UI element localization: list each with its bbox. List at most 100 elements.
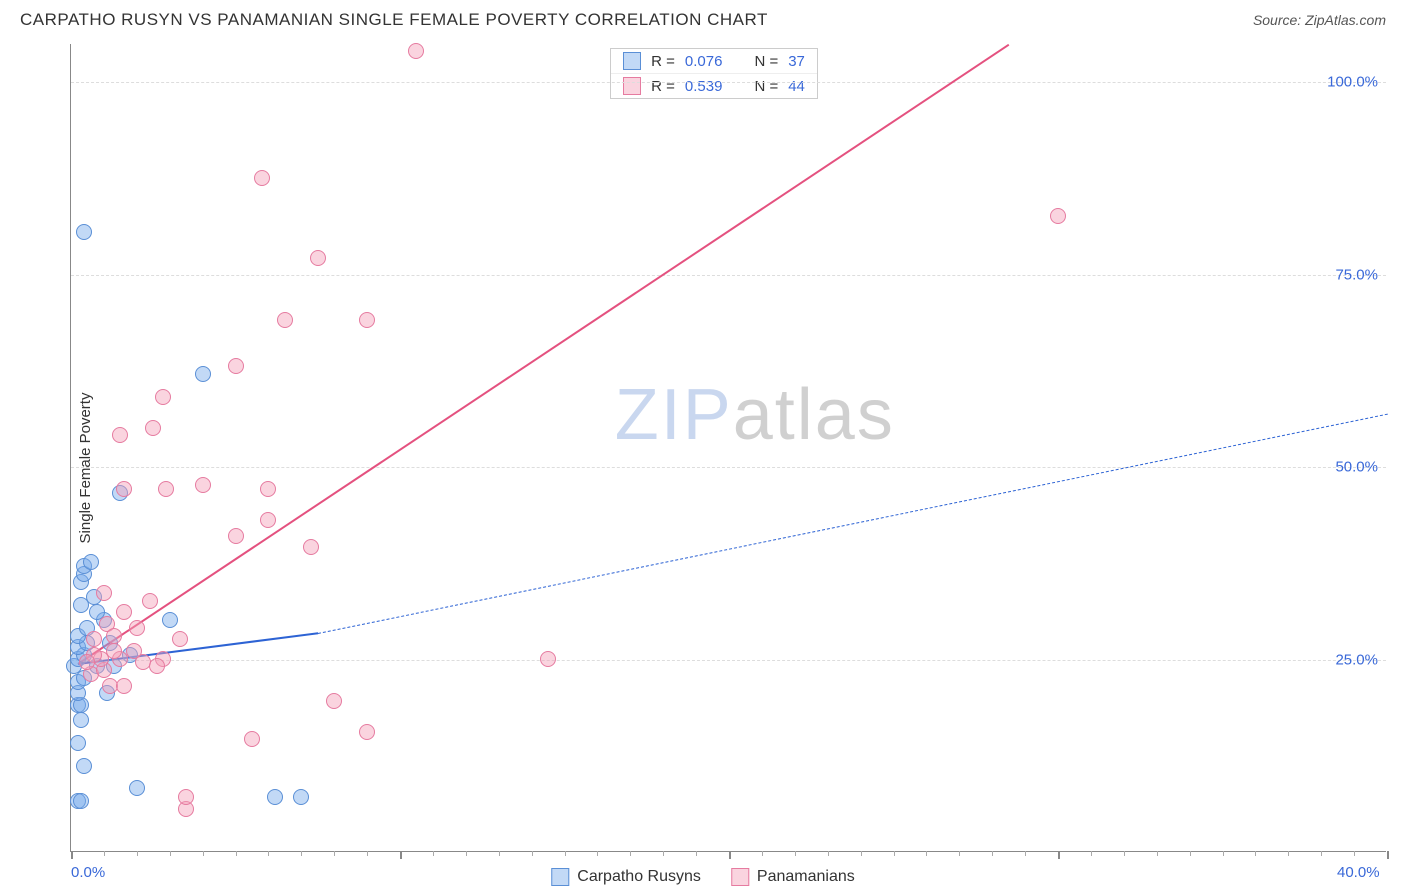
x-tick-minor xyxy=(992,851,993,856)
x-tick-minor xyxy=(104,851,105,856)
data-point-carpatho xyxy=(73,712,89,728)
plot-area: ZIPatlas R =0.076N =37R =0.539N =44 25.0… xyxy=(70,44,1386,852)
stat-row-carpatho: R =0.076N =37 xyxy=(611,49,817,73)
y-tick-label: 25.0% xyxy=(1335,651,1378,668)
data-point-panamanian xyxy=(1050,208,1066,224)
x-tick-minor xyxy=(1190,851,1191,856)
legend: Carpatho Rusyns Panamanians xyxy=(551,868,854,886)
data-point-panamanian xyxy=(145,420,161,436)
x-tick-minor xyxy=(466,851,467,856)
data-point-panamanian xyxy=(260,481,276,497)
data-point-panamanian xyxy=(326,693,342,709)
data-point-panamanian xyxy=(178,789,194,805)
x-tick-minor xyxy=(861,851,862,856)
chart-container: Single Female Poverty ZIPatlas R =0.076N… xyxy=(20,44,1386,892)
data-point-panamanian xyxy=(116,481,132,497)
x-tick-minor xyxy=(499,851,500,856)
x-tick-minor xyxy=(137,851,138,856)
x-tick-minor xyxy=(1025,851,1026,856)
watermark-zip: ZIP xyxy=(615,375,733,455)
gridline-h xyxy=(71,275,1386,276)
x-tick-minor xyxy=(926,851,927,856)
data-point-panamanian xyxy=(195,477,211,493)
x-tick-major xyxy=(1387,851,1389,859)
correlation-stats-box: R =0.076N =37R =0.539N =44 xyxy=(610,48,818,99)
data-point-panamanian xyxy=(106,643,122,659)
x-tick-minor xyxy=(532,851,533,856)
x-tick-major xyxy=(1058,851,1060,859)
stat-r-label: R = xyxy=(651,53,675,70)
data-point-panamanian xyxy=(106,628,122,644)
legend-item-carpatho: Carpatho Rusyns xyxy=(551,868,701,886)
x-tick-minor xyxy=(1288,851,1289,856)
data-point-panamanian xyxy=(155,389,171,405)
data-point-panamanian xyxy=(126,643,142,659)
data-point-panamanian xyxy=(96,585,112,601)
data-point-panamanian xyxy=(254,170,270,186)
x-tick-minor xyxy=(301,851,302,856)
x-tick-minor xyxy=(1255,851,1256,856)
data-point-carpatho xyxy=(267,789,283,805)
x-tick-minor xyxy=(696,851,697,856)
data-point-panamanian xyxy=(540,651,556,667)
data-point-panamanian xyxy=(244,731,260,747)
x-tick-minor xyxy=(170,851,171,856)
x-tick-label: 0.0% xyxy=(71,864,105,881)
x-tick-minor xyxy=(1321,851,1322,856)
stat-n-value: 37 xyxy=(788,53,805,70)
data-point-panamanian xyxy=(112,427,128,443)
source-attribution: Source: ZipAtlas.com xyxy=(1253,12,1386,28)
x-tick-minor xyxy=(236,851,237,856)
swatch-panamanian xyxy=(623,77,641,95)
gridline-h xyxy=(71,660,1386,661)
data-point-panamanian xyxy=(129,620,145,636)
x-tick-minor xyxy=(268,851,269,856)
x-tick-minor xyxy=(565,851,566,856)
x-tick-minor xyxy=(828,851,829,856)
data-point-panamanian xyxy=(116,678,132,694)
data-point-panamanian xyxy=(303,539,319,555)
x-tick-minor xyxy=(334,851,335,856)
data-point-panamanian xyxy=(149,658,165,674)
trend-line xyxy=(318,413,1387,633)
x-tick-label: 40.0% xyxy=(1337,864,1380,881)
gridline-h xyxy=(71,467,1386,468)
y-tick-label: 50.0% xyxy=(1335,459,1378,476)
x-tick-minor xyxy=(367,851,368,856)
data-point-panamanian xyxy=(260,512,276,528)
legend-label: Carpatho Rusyns xyxy=(577,868,701,886)
stat-r-label: R = xyxy=(651,78,675,95)
data-point-carpatho xyxy=(293,789,309,805)
x-tick-minor xyxy=(894,851,895,856)
x-tick-minor xyxy=(663,851,664,856)
data-point-panamanian xyxy=(228,358,244,374)
x-tick-major xyxy=(71,851,73,859)
x-tick-major xyxy=(729,851,731,859)
watermark: ZIPatlas xyxy=(615,374,895,456)
data-point-carpatho xyxy=(129,780,145,796)
swatch-carpatho xyxy=(623,52,641,70)
data-point-carpatho xyxy=(73,793,89,809)
data-point-panamanian xyxy=(86,631,102,647)
trend-line xyxy=(77,44,1009,665)
x-tick-minor xyxy=(762,851,763,856)
data-point-carpatho xyxy=(162,612,178,628)
x-tick-minor xyxy=(795,851,796,856)
x-tick-minor xyxy=(433,851,434,856)
data-point-carpatho xyxy=(70,735,86,751)
legend-swatch-carpatho xyxy=(551,868,569,886)
data-point-carpatho xyxy=(195,366,211,382)
stat-n-value: 44 xyxy=(788,78,805,95)
legend-label: Panamanians xyxy=(757,868,855,886)
stat-r-value: 0.076 xyxy=(685,53,723,70)
data-point-panamanian xyxy=(359,724,375,740)
gridline-h xyxy=(71,82,1386,83)
x-tick-minor xyxy=(959,851,960,856)
x-tick-minor xyxy=(597,851,598,856)
data-point-panamanian xyxy=(172,631,188,647)
x-tick-minor xyxy=(1124,851,1125,856)
data-point-panamanian xyxy=(142,593,158,609)
stat-n-label: N = xyxy=(754,78,778,95)
y-tick-label: 75.0% xyxy=(1335,266,1378,283)
x-tick-minor xyxy=(203,851,204,856)
